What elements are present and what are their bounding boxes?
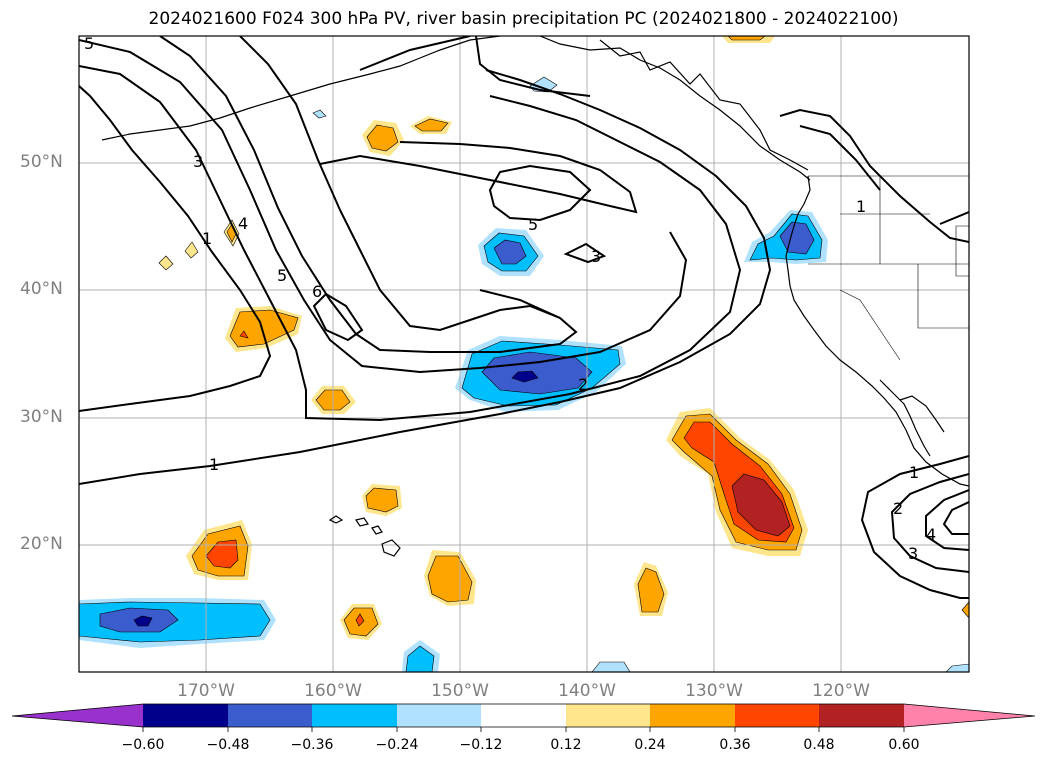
pv-contour (239, 36, 561, 332)
colorbar-segment (228, 704, 312, 727)
pv-contour (939, 211, 969, 225)
colorbar-segment (143, 704, 228, 727)
precip-region (312, 109, 327, 119)
pv-contour (79, 85, 272, 412)
contour-label: 5 (277, 266, 287, 285)
precip-region (133, 615, 153, 627)
colorbar-tick-label: −0.48 (206, 737, 250, 753)
contour-label: 2 (578, 375, 588, 394)
precip-region (365, 487, 399, 513)
colorbar-tick-label: 0.60 (888, 737, 920, 753)
precip-region (961, 601, 969, 619)
contour-label: 4 (238, 214, 248, 233)
colorbar-tick-label: −0.36 (290, 737, 334, 753)
lon-label-120w: 120°W (812, 681, 870, 701)
precip-region (637, 567, 665, 613)
pv-contour (475, 36, 591, 97)
gridlines (79, 36, 969, 672)
pv-contour (779, 108, 969, 243)
pv-contour (359, 36, 471, 71)
lon-label-130w: 130°W (685, 681, 743, 701)
pv-contour (79, 65, 742, 422)
state-borders (808, 175, 969, 361)
contour-label: 1 (202, 229, 212, 248)
precip-region (427, 555, 473, 603)
colorbar-tick-label: 0.48 (803, 737, 835, 753)
pv-contour (860, 455, 969, 599)
pv-contour (799, 125, 881, 191)
figure-title: 2024021600 F024 300 hPa PV, river basin … (148, 9, 899, 29)
lat-label-50n: 50°N (20, 152, 63, 172)
precip-region (511, 370, 539, 383)
colorbar-tick-label: −0.24 (375, 737, 419, 753)
precip-region (414, 118, 449, 132)
colorbar-segment (397, 704, 481, 727)
precip-region (731, 473, 791, 537)
colorbar (11, 703, 1036, 732)
precip-region (205, 539, 239, 569)
colorbar-segment (650, 704, 735, 727)
pv-contours (79, 36, 969, 599)
pv-contour (79, 69, 772, 485)
precip-region (493, 239, 527, 265)
pv-contour (312, 292, 364, 342)
pv-contour (925, 489, 969, 551)
pv-contour (159, 36, 578, 353)
colorbar-tick-label: 0.12 (550, 737, 582, 753)
contour-label: 4 (926, 525, 936, 544)
precip-region (591, 661, 631, 672)
colorbar-tick-label: −0.60 (121, 737, 165, 753)
lon-label-170w: 170°W (177, 681, 235, 701)
precip-region (727, 36, 766, 41)
lon-label-150w: 150°W (431, 681, 489, 701)
pv-contour (890, 473, 969, 573)
lon-label-140w: 140°W (558, 681, 616, 701)
pv-contour (488, 164, 592, 222)
pv-contour (942, 501, 969, 535)
contour-label: 5 (528, 215, 538, 234)
colorbar-segment (735, 704, 819, 727)
contour-label: 6 (312, 282, 322, 301)
precip-region (481, 351, 593, 395)
precip-region (239, 330, 249, 339)
precip-region (405, 645, 435, 672)
precip-region (355, 613, 365, 627)
map-frame-border (78, 35, 970, 673)
precip-region (184, 241, 199, 259)
contour-label: 2 (893, 499, 903, 518)
pv-contour (319, 141, 638, 214)
contour-label: 5 (84, 34, 94, 53)
colorbar-tick-label: 0.24 (634, 737, 666, 753)
contour-label: 3 (193, 152, 203, 171)
colorbar-segment (312, 704, 397, 727)
lat-label-30n: 30°N (20, 407, 63, 427)
lat-label-40n: 40°N (20, 279, 63, 299)
lon-label-160w: 160°W (304, 681, 362, 701)
colorbar-segment (566, 704, 650, 727)
lat-label-20n: 20°N (20, 534, 63, 554)
contour-label: 1 (909, 463, 919, 482)
precip-region (366, 124, 399, 152)
colorbar-segment (481, 704, 566, 727)
contour-label: 3 (908, 544, 918, 563)
precip-region (158, 255, 174, 271)
colorbar-tick-label: 0.36 (719, 737, 751, 753)
pv-contour (563, 242, 607, 264)
contour-label: 1 (856, 197, 866, 216)
contour-label-group: 5 3 4 1 5 6 5 3 2 1 1 1 2 3 4 (84, 34, 936, 563)
contour-label: 3 (591, 247, 601, 266)
coastlines (101, 36, 969, 557)
colorbar-segment (12, 704, 143, 727)
colorbar-segment (819, 704, 904, 727)
colorbar-tick-label: −0.12 (459, 737, 503, 753)
pv-contour (79, 39, 688, 374)
contour-label: 1 (209, 455, 219, 474)
precipitation-shading (79, 36, 969, 672)
precip-region (945, 663, 969, 672)
colorbar-segment (904, 704, 1035, 727)
